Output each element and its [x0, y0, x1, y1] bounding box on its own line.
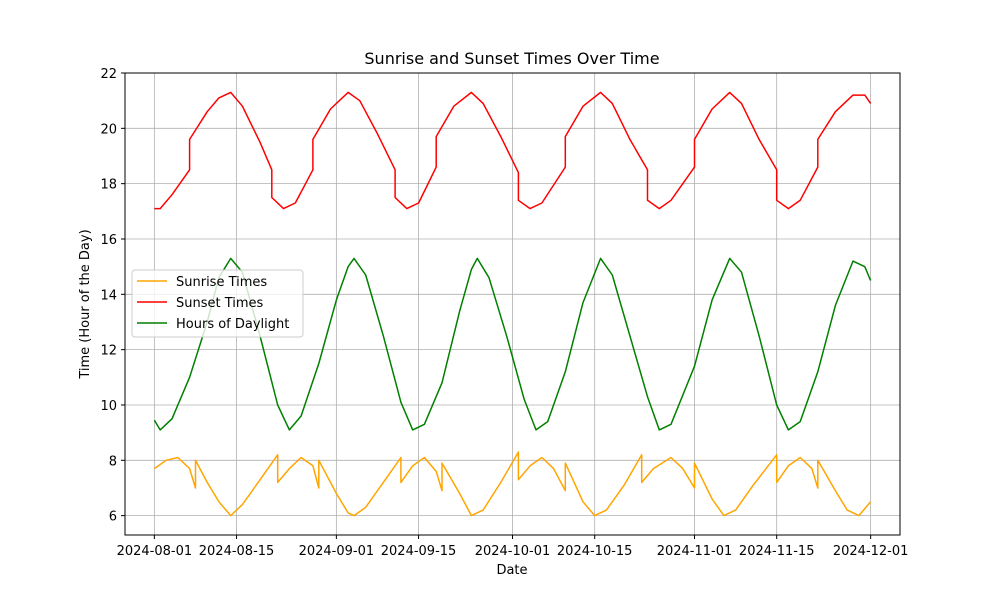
x-tick-label: 2024-10-15	[557, 544, 633, 559]
y-axis-label: Time (Hour of the Day)	[78, 229, 93, 379]
y-tick-label: 10	[100, 399, 117, 414]
x-tick-label: 2024-12-01	[833, 544, 909, 559]
y-tick-label: 8	[109, 454, 117, 469]
x-axis-label: Date	[496, 563, 527, 578]
x-tick-label: 2024-11-15	[739, 544, 815, 559]
y-tick-label: 18	[100, 178, 117, 193]
chart-title: Sunrise and Sunset Times Over Time	[364, 49, 659, 68]
legend-box	[131, 269, 304, 338]
x-tick-label: 2024-11-01	[657, 544, 733, 559]
hours-of-daylight-line	[153, 257, 872, 431]
sunrise-times-line	[153, 451, 872, 517]
y-tick-label: 6	[109, 510, 117, 525]
axis-ticks: 2024-08-01 2024-08-15 2024-09-01 2024-09-15…	[100, 67, 908, 559]
y-tick-label: 20	[100, 122, 117, 137]
x-tick-label: 2024-10-01	[475, 544, 551, 559]
x-tick-label: 2024-09-15	[381, 544, 457, 559]
series-lines	[153, 91, 872, 517]
y-tick-label: 14	[100, 288, 117, 303]
legend-label-sunset-times: Sunset Times	[176, 296, 264, 311]
legend: Sunrise Times Sunset Times Hours of Daylig…	[131, 269, 304, 338]
y-tick-label: 22	[100, 67, 117, 82]
legend-label-hours-of-daylight: Hours of Daylight	[176, 317, 289, 332]
x-tick-label: 2024-09-01	[299, 544, 375, 559]
x-tick-label: 2024-08-15	[199, 544, 275, 559]
y-tick-label: 16	[100, 233, 117, 248]
legend-label-sunrise-times: Sunrise Times	[176, 275, 267, 290]
y-tick-label: 12	[100, 344, 117, 359]
sunset-times-line	[154, 91, 872, 210]
x-tick-label: 2024-08-01	[117, 544, 193, 559]
